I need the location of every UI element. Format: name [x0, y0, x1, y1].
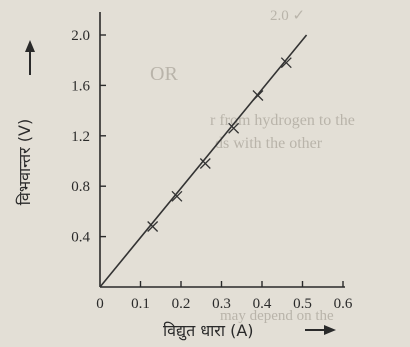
x-tick-label: 0.3 — [212, 296, 231, 312]
y-axis-ticks: 0.4 0.8 1.2 1.6 2.0 — [71, 28, 106, 246]
x-tick-label: 0.4 — [253, 296, 272, 312]
data-point — [147, 221, 159, 232]
series-markers — [147, 57, 292, 232]
data-point — [280, 57, 292, 69]
bleed-text-line3: may depend on the — [220, 308, 334, 324]
x-axis-title-group: विद्युत धारा (A) — [163, 321, 336, 341]
background-bleed-text: OR r from hydrogen to the ds with the ot… — [150, 8, 355, 324]
bleed-text-or: OR — [150, 63, 178, 85]
y-tick-label: 0.8 — [71, 179, 90, 195]
y-axis-label: विभवान्तर (V) — [15, 119, 34, 205]
bleed-text-line2: ds with the other — [215, 135, 323, 152]
x-axis-ticks: 0 0.1 0.2 0.3 0.4 0.5 0.6 — [96, 281, 353, 312]
x-tick-label: 0.6 — [334, 296, 353, 312]
y-tick-label: 1.6 — [71, 78, 90, 94]
x-axis-arrowhead-icon — [324, 325, 336, 335]
bleed-text-line1: r from hydrogen to the — [210, 112, 355, 129]
bleed-text-line4: 2.0 ✓ — [270, 8, 305, 24]
x-tick-label: 0.1 — [131, 296, 150, 312]
y-axis-title-group: विभवान्तर (V) — [15, 40, 35, 205]
data-point — [171, 190, 183, 202]
x-tick-label: 0.2 — [172, 296, 191, 312]
data-point — [199, 158, 211, 169]
data-point — [252, 90, 264, 101]
y-tick-label: 1.2 — [71, 129, 90, 145]
y-tick-label: 2.0 — [71, 28, 90, 44]
x-axis-label: विद्युत धारा (A) — [163, 321, 254, 341]
y-axis-arrowhead-icon — [25, 40, 35, 52]
y-tick-label: 0.4 — [71, 230, 90, 246]
x-tick-label: 0.5 — [293, 296, 312, 312]
x-tick-label: 0 — [96, 296, 104, 312]
data-point — [228, 122, 240, 134]
